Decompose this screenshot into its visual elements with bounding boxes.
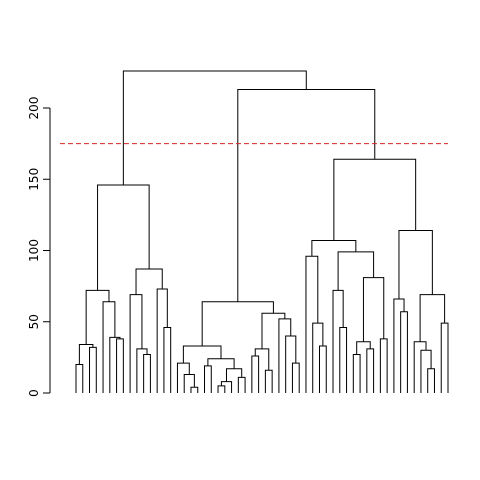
y-axis: 0 50 100 150 200 bbox=[27, 97, 51, 397]
merge-link-51 bbox=[413, 341, 427, 393]
merge-link-35 bbox=[311, 240, 357, 257]
merge-link-4 bbox=[75, 364, 84, 393]
merge-link-17 bbox=[182, 345, 222, 364]
y-tick-label-0: 0 bbox=[27, 389, 41, 397]
merge-link-32 bbox=[285, 335, 297, 393]
merge-link-10 bbox=[129, 294, 143, 393]
merge-link-40 bbox=[332, 289, 344, 393]
merge-link-52 bbox=[420, 349, 432, 393]
merge-link-45 bbox=[366, 348, 375, 393]
merge-link-46 bbox=[379, 338, 388, 393]
merge-link-44 bbox=[352, 354, 361, 393]
merge-link-8 bbox=[116, 338, 124, 393]
merge-link-13 bbox=[156, 288, 168, 393]
merge-link-50 bbox=[419, 294, 446, 342]
merge-link-11 bbox=[136, 348, 148, 393]
merge-link-27 bbox=[261, 312, 286, 349]
y-tick-label-100: 100 bbox=[27, 239, 41, 262]
merge-link-41 bbox=[339, 326, 348, 393]
merge-link-18 bbox=[176, 362, 190, 393]
merge-link-23 bbox=[225, 368, 243, 382]
merge-link-47 bbox=[398, 230, 433, 299]
merge-link-25 bbox=[217, 385, 226, 393]
merge-link-42 bbox=[362, 277, 385, 342]
merge-link-3 bbox=[78, 344, 94, 365]
merge-link-43 bbox=[356, 341, 371, 355]
merge-link-9 bbox=[135, 268, 163, 295]
merge-link-36 bbox=[305, 255, 319, 393]
merge-link-24 bbox=[220, 381, 233, 393]
merge-link-30 bbox=[264, 369, 273, 393]
merge-link-28 bbox=[254, 348, 270, 371]
merge-link-20 bbox=[190, 386, 199, 393]
y-tick-label-50: 50 bbox=[27, 314, 41, 329]
merge-link-29 bbox=[251, 355, 260, 393]
merge-link-0 bbox=[122, 70, 307, 185]
merge-link-38 bbox=[318, 345, 327, 393]
merge-link-15 bbox=[237, 88, 376, 302]
merge-link-39 bbox=[337, 251, 375, 291]
merge-link-16 bbox=[201, 301, 274, 346]
merge-link-19 bbox=[183, 373, 195, 393]
y-tick-label-150: 150 bbox=[27, 168, 41, 191]
merge-link-54 bbox=[440, 322, 449, 393]
dendrogram-links bbox=[75, 70, 449, 393]
merge-link-21 bbox=[207, 358, 235, 369]
merge-link-5 bbox=[89, 346, 97, 393]
merge-link-49 bbox=[400, 311, 408, 393]
merge-link-7 bbox=[109, 336, 121, 393]
merge-link-6 bbox=[102, 301, 116, 393]
merge-link-1 bbox=[97, 184, 150, 291]
merge-link-26 bbox=[237, 376, 246, 393]
merge-link-22 bbox=[204, 365, 212, 393]
merge-link-2 bbox=[85, 289, 110, 345]
merge-link-33 bbox=[291, 362, 300, 393]
merge-link-31 bbox=[278, 318, 292, 393]
merge-link-48 bbox=[393, 298, 405, 393]
y-tick-label-200: 200 bbox=[27, 97, 41, 120]
merge-link-53 bbox=[427, 368, 435, 393]
merge-link-14 bbox=[163, 326, 172, 393]
merge-link-12 bbox=[143, 354, 151, 393]
merge-link-34 bbox=[333, 158, 417, 241]
merge-link-37 bbox=[312, 322, 324, 393]
